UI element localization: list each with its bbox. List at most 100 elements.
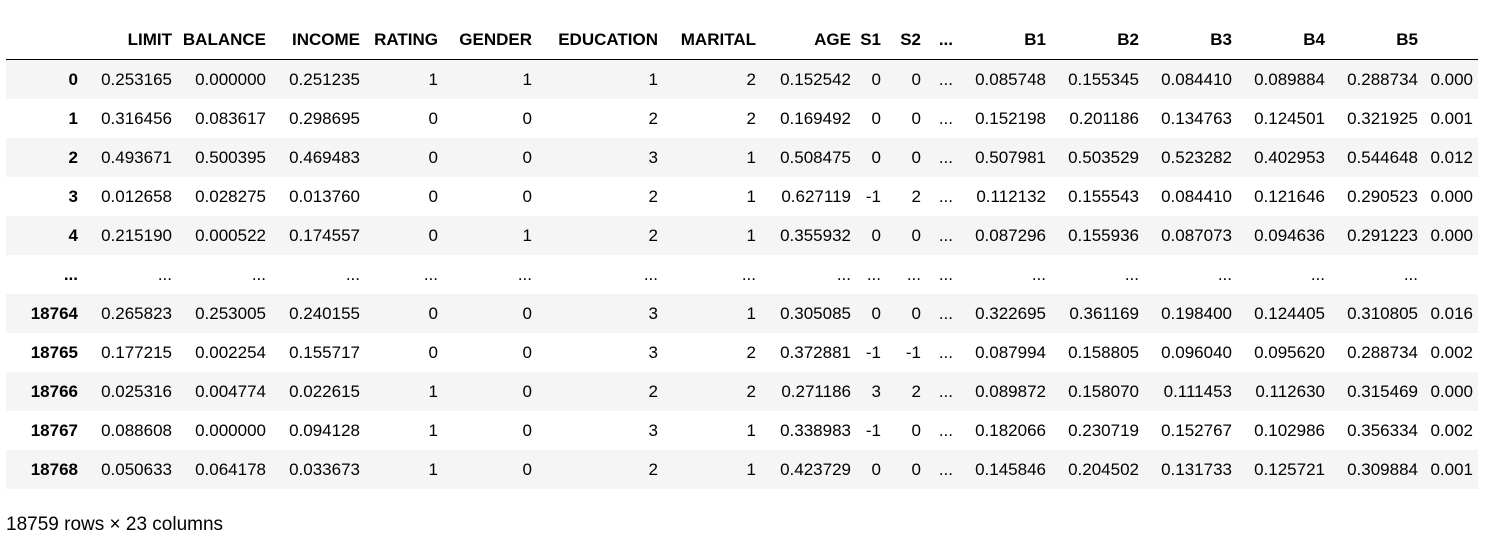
table-cell: 0.155717 [289, 343, 360, 362]
table-cell: 2 [746, 109, 756, 128]
table-cell: 0 [871, 304, 881, 323]
table-row: ........................................… [6, 255, 1478, 294]
table-cell: 0.174557 [289, 226, 360, 245]
row-index: 18767 [30, 421, 78, 440]
table-cell: 0.112630 [1255, 382, 1325, 401]
shape-summary: 18759 rows × 23 columns [6, 514, 224, 535]
table-cell: 0 [428, 226, 438, 245]
table-cell: 2 [648, 187, 658, 206]
table-cell: 0 [871, 70, 881, 89]
table-cell: ... [836, 265, 851, 284]
table-cell: ... [345, 265, 360, 284]
table-row: 1 0.316456 0.083617 0.298695 0 0 2 2 0.169492 0 0.… [6, 99, 1478, 138]
table-cell: 2 [746, 343, 756, 362]
table-cell: 0 [911, 421, 921, 440]
table-cell: 0 [428, 109, 438, 128]
table-cell: 0 [911, 460, 921, 479]
table-cell: 0.253165 [101, 70, 172, 89]
table-cell: 0 [871, 109, 881, 128]
table-cell: 0.315469 [1347, 382, 1418, 401]
table-cell: ... [938, 421, 953, 440]
table-cell: 0.182066 [975, 421, 1046, 440]
table-cell: 0 [871, 460, 881, 479]
table-cell: 0.240155 [289, 304, 360, 323]
column-header: S1 [856, 20, 886, 60]
table-cell: ... [157, 265, 172, 284]
table-cell: ... [906, 265, 921, 284]
table-cell: 1 [428, 460, 438, 479]
column-header: B1 [958, 20, 1051, 60]
table-cell: ... [938, 70, 953, 89]
table-row: 18764 0.265823 0.253005 0.240155 0 0 3 1 0.30508… [6, 294, 1478, 333]
table-cell: 0.121646 [1254, 187, 1325, 206]
table-cell: 3 [871, 382, 881, 401]
table-cell: 0.131733 [1161, 460, 1232, 479]
table-cell: ... [938, 343, 953, 362]
table-cell: 0.102986 [1254, 421, 1325, 440]
table-cell: 0 [522, 304, 532, 323]
table-row: 0 0.253165 0.000000 0.251235 1 1 1 2 0.152542 0 0.… [6, 59, 1478, 99]
table-cell: 0.112132 [976, 187, 1046, 206]
table-cell: 0.288734 [1347, 70, 1418, 89]
table-cell: -1 [905, 343, 921, 362]
table-cell: ... [1217, 265, 1232, 284]
table-cell: 0.111453 [1163, 382, 1232, 401]
table-cell: 0.000 [1430, 226, 1473, 245]
table-cell: 0.356334 [1347, 421, 1418, 440]
table-cell: 0.155345 [1068, 70, 1139, 89]
row-index: 18766 [30, 382, 78, 401]
table-cell: 0.169492 [780, 109, 851, 128]
table-cell: 2 [746, 70, 756, 89]
row-index: 1 [68, 109, 78, 128]
table-cell: 0.201186 [1069, 109, 1139, 128]
table-cell: 0.152198 [975, 109, 1046, 128]
table-cell: 0.002254 [195, 343, 266, 362]
dataframe-table: LIMIT BALANCE INCOME RATING GENDER EDUCATION M… [6, 20, 1478, 489]
table-cell: 0.355932 [780, 226, 851, 245]
column-header [1423, 20, 1478, 60]
column-header: LIMIT [83, 20, 177, 60]
table-cell: 0.002 [1430, 421, 1473, 440]
column-header: ... [926, 20, 958, 60]
table-cell: 0 [428, 304, 438, 323]
table-cell: 1 [522, 70, 532, 89]
table-row: 18767 0.088608 0.000000 0.094128 1 0 3 1 0.33898… [6, 411, 1478, 450]
table-cell: 3 [648, 304, 658, 323]
table-body: 0 0.253165 0.000000 0.251235 1 1 1 2 0.152542 0 0.… [6, 59, 1478, 489]
table-cell: 0.271186 [781, 382, 851, 401]
table-cell: ... [741, 265, 756, 284]
table-cell: 0.134763 [1161, 109, 1232, 128]
column-header: INCOME [271, 20, 365, 60]
table-cell: 0.316456 [101, 109, 172, 128]
table-cell: 0 [911, 70, 921, 89]
table-cell: 0.423729 [780, 460, 851, 479]
table-cell: 1 [746, 187, 756, 206]
row-index: 4 [68, 226, 78, 245]
table-cell: 0.508475 [780, 148, 851, 167]
table-cell: 0.004774 [195, 382, 266, 401]
table-cell [1423, 255, 1478, 294]
row-index: ... [63, 265, 78, 284]
table-cell: ... [938, 460, 953, 479]
table-cell: 0 [522, 187, 532, 206]
table-cell: 0 [522, 148, 532, 167]
table-cell: 0.001 [1430, 109, 1473, 128]
table-cell: 0.000000 [195, 421, 266, 440]
table-cell: 0.500395 [195, 148, 266, 167]
table-cell: 0.253005 [195, 304, 266, 323]
table-cell: ... [643, 265, 658, 284]
table-cell: 0.016 [1430, 304, 1473, 323]
table-cell: 0.012658 [101, 187, 172, 206]
table-cell: 1 [428, 70, 438, 89]
table-cell: 0.503529 [1068, 148, 1139, 167]
table-cell: 3 [648, 343, 658, 362]
table-cell: 0.251235 [289, 70, 360, 89]
row-index: 3 [68, 187, 78, 206]
table-cell: ... [938, 109, 953, 128]
table-cell: 0.309884 [1347, 460, 1418, 479]
table-cell: 0 [871, 148, 881, 167]
table-row: 18766 0.025316 0.004774 0.022615 1 0 2 2 0.27118… [6, 372, 1478, 411]
column-header: GENDER [443, 20, 537, 60]
table-cell: 0 [911, 148, 921, 167]
